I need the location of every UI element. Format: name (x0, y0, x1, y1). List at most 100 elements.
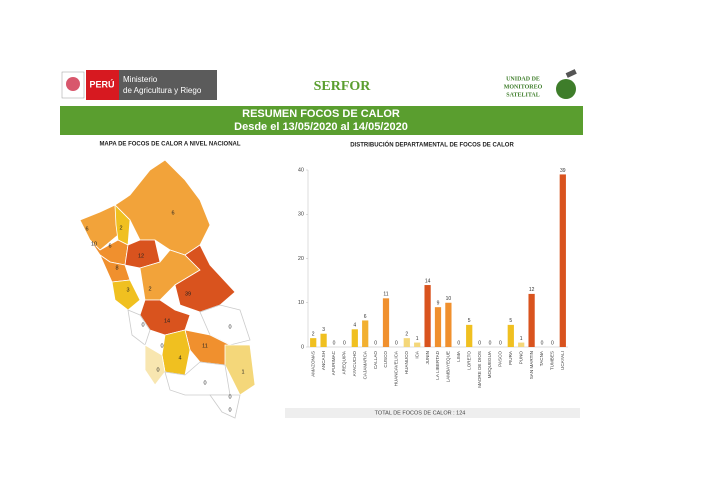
value-label: 10 (446, 296, 452, 302)
bar (320, 333, 327, 347)
x-tick-label: MOQUEGUA (487, 350, 492, 378)
x-tick-label: ANCASH (321, 351, 326, 370)
x-tick-label: LAMBAYEQUE (446, 351, 451, 382)
total-box (285, 408, 580, 418)
x-tick-label: PUNO (518, 351, 523, 365)
map-label: 0 (228, 394, 231, 400)
bar (559, 174, 566, 347)
bar (351, 329, 358, 347)
y-tick-label: 10 (298, 300, 304, 306)
x-tick-label: LA LIBERTAD (435, 350, 440, 379)
unit-name: UNIDAD DE (506, 76, 540, 82)
bar (414, 342, 421, 347)
chart-title: DISTRIBUCIÓN DEPARTAMENTAL DE FOCOS DE C… (350, 141, 514, 149)
bar (518, 342, 525, 347)
map-label: 0 (141, 322, 144, 328)
map-label: 10 (91, 241, 97, 247)
x-tick-label: JUNIN (425, 351, 430, 365)
bar (507, 324, 514, 347)
value-label: 0 (499, 340, 502, 346)
bar (382, 298, 390, 347)
x-tick-label: AYACUCHO (352, 351, 357, 377)
x-tick-label: PASCO (498, 351, 503, 367)
report-title: RESUMEN FOCOS DE CALOR (242, 108, 400, 120)
value-label: 1 (520, 336, 523, 342)
coat-icon (66, 77, 80, 91)
region (111, 279, 141, 311)
map-label: 0 (228, 407, 231, 413)
value-label: 0 (478, 340, 481, 346)
map-label: 12 (138, 253, 144, 259)
map-label: 6 (85, 226, 88, 232)
y-tick-label: 30 (298, 212, 304, 218)
region (99, 253, 131, 283)
unit-logo (556, 79, 576, 99)
region (114, 159, 211, 256)
bar (424, 285, 431, 347)
ministry: Ministerio (123, 75, 158, 84)
map-title: MAPA DE FOCOS DE CALOR A NIVEL NACIONAL (99, 142, 240, 148)
value-label: 0 (395, 340, 398, 346)
total-label: TOTAL DE FOCOS DE CALOR : 124 (375, 410, 466, 416)
map-label: 0 (228, 324, 231, 330)
value-label: 5 (509, 318, 512, 324)
map-label: 6 (108, 243, 111, 249)
unit-name: MONITOREO (504, 84, 543, 90)
value-label: 2 (405, 331, 408, 337)
map-label: 2 (148, 286, 151, 292)
region (144, 344, 166, 386)
value-label: 9 (437, 301, 440, 307)
bar (528, 293, 535, 347)
unit-name: SATELITAL (506, 92, 539, 98)
value-label: 14 (425, 278, 431, 284)
report-subtitle: Desde el 13/05/2020 al 14/05/2020 (234, 121, 408, 133)
map-label: 11 (202, 343, 208, 349)
x-tick-label: ICA (414, 350, 419, 359)
x-tick-label: CAJAMARCA (362, 350, 367, 379)
x-tick-label: LORETO (466, 351, 471, 370)
x-tick-label: HUANUCO (404, 351, 409, 375)
peru-box (86, 70, 119, 100)
region (224, 344, 256, 396)
value-label: 0 (343, 340, 346, 346)
x-tick-label: HUANCAVELICA (394, 350, 399, 386)
value-label: 4 (353, 323, 356, 329)
x-tick-label: APURIMAC (331, 350, 336, 375)
value-label: 0 (541, 340, 544, 346)
bar (434, 307, 442, 347)
value-label: 0 (489, 340, 492, 346)
map-label: 0 (160, 343, 163, 349)
value-label: 1 (416, 336, 419, 342)
region (127, 309, 151, 346)
y-tick-label: 0 (301, 344, 304, 350)
title-band (60, 106, 583, 135)
map-label: 8 (115, 265, 118, 271)
region (161, 329, 191, 376)
x-tick-label: CUSCO (383, 351, 388, 368)
x-tick-label: AREQUIPA (342, 350, 347, 374)
value-label: 3 (322, 327, 325, 333)
x-tick-label: AMAZONAS (310, 351, 315, 377)
value-label: 0 (333, 340, 336, 346)
serfor-logo: SERFOR (314, 79, 372, 94)
y-tick-label: 20 (298, 256, 304, 262)
map-label: 0 (203, 380, 206, 386)
value-label: 0 (457, 340, 460, 346)
country: PERÚ (89, 78, 114, 89)
map-label: 39 (185, 291, 191, 297)
ministry-box (119, 70, 217, 100)
bar (445, 302, 452, 347)
value-label: 5 (468, 318, 471, 324)
x-tick-label: MADRE DE DIOS (477, 351, 482, 388)
value-label: 39 (560, 168, 566, 174)
map-label: 2 (119, 225, 122, 231)
map-label: 4 (178, 355, 181, 361)
x-tick-label: CALLAO (373, 351, 378, 370)
ministry: de Agricultura y Riego (123, 86, 202, 95)
value-label: 12 (529, 287, 535, 293)
satellite-icon (565, 69, 577, 78)
value-label: 0 (374, 340, 377, 346)
map-label: 1 (241, 369, 244, 375)
